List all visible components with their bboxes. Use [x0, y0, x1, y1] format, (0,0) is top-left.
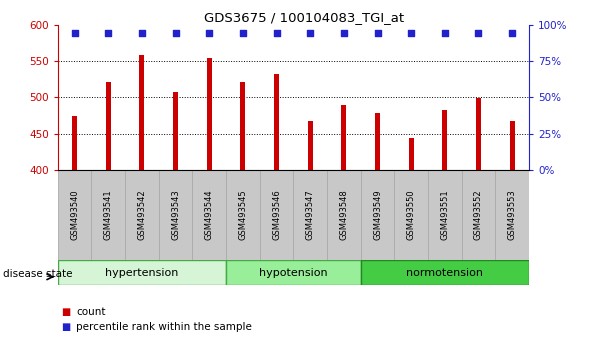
Text: GSM493544: GSM493544: [205, 190, 214, 240]
Text: GSM493545: GSM493545: [238, 190, 247, 240]
Bar: [226, 170, 260, 260]
Bar: [375, 113, 380, 170]
Point: [440, 31, 450, 36]
Bar: [409, 138, 413, 170]
Bar: [293, 170, 327, 260]
Text: GSM493548: GSM493548: [339, 190, 348, 240]
Bar: [461, 170, 496, 260]
Point: [373, 31, 382, 36]
Point: [171, 31, 181, 36]
Point: [238, 31, 247, 36]
Text: count: count: [76, 307, 106, 316]
Point: [272, 31, 282, 36]
Bar: [361, 260, 529, 285]
Bar: [226, 260, 361, 285]
Bar: [125, 170, 159, 260]
Point: [137, 31, 147, 36]
Bar: [510, 121, 514, 170]
Text: hypertension: hypertension: [105, 268, 179, 278]
Bar: [308, 121, 313, 170]
Bar: [341, 105, 347, 170]
Point: [70, 31, 80, 36]
Text: ■: ■: [61, 307, 70, 316]
Bar: [173, 92, 178, 170]
Text: GSM493546: GSM493546: [272, 190, 281, 240]
Text: hypotension: hypotension: [259, 268, 328, 278]
Bar: [139, 55, 145, 170]
Point: [406, 31, 416, 36]
Text: GSM493552: GSM493552: [474, 190, 483, 240]
Bar: [240, 82, 246, 170]
Bar: [207, 58, 212, 170]
Bar: [476, 98, 481, 170]
Bar: [496, 170, 529, 260]
Text: ■: ■: [61, 322, 70, 332]
Bar: [327, 170, 361, 260]
Point: [474, 31, 483, 36]
Bar: [442, 110, 447, 170]
Point: [103, 31, 113, 36]
Bar: [260, 170, 293, 260]
Bar: [58, 260, 226, 285]
Text: GSM493553: GSM493553: [508, 190, 517, 240]
Text: GSM493551: GSM493551: [440, 190, 449, 240]
Text: GDS3675 / 100104083_TGI_at: GDS3675 / 100104083_TGI_at: [204, 11, 404, 24]
Bar: [361, 170, 395, 260]
Point: [204, 31, 214, 36]
Bar: [159, 170, 192, 260]
Point: [339, 31, 349, 36]
Text: GSM493540: GSM493540: [70, 190, 79, 240]
Text: disease state: disease state: [3, 269, 72, 279]
Bar: [192, 170, 226, 260]
Text: GSM493543: GSM493543: [171, 190, 180, 240]
Bar: [106, 82, 111, 170]
Text: GSM493547: GSM493547: [306, 190, 315, 240]
Bar: [428, 170, 461, 260]
Point: [507, 31, 517, 36]
Bar: [58, 170, 91, 260]
Bar: [91, 170, 125, 260]
Text: GSM493549: GSM493549: [373, 190, 382, 240]
Text: normotension: normotension: [406, 268, 483, 278]
Bar: [395, 170, 428, 260]
Text: GSM493541: GSM493541: [104, 190, 112, 240]
Text: GSM493542: GSM493542: [137, 190, 147, 240]
Bar: [72, 116, 77, 170]
Bar: [274, 74, 279, 170]
Point: [305, 31, 315, 36]
Text: percentile rank within the sample: percentile rank within the sample: [76, 322, 252, 332]
Text: GSM493550: GSM493550: [407, 190, 416, 240]
